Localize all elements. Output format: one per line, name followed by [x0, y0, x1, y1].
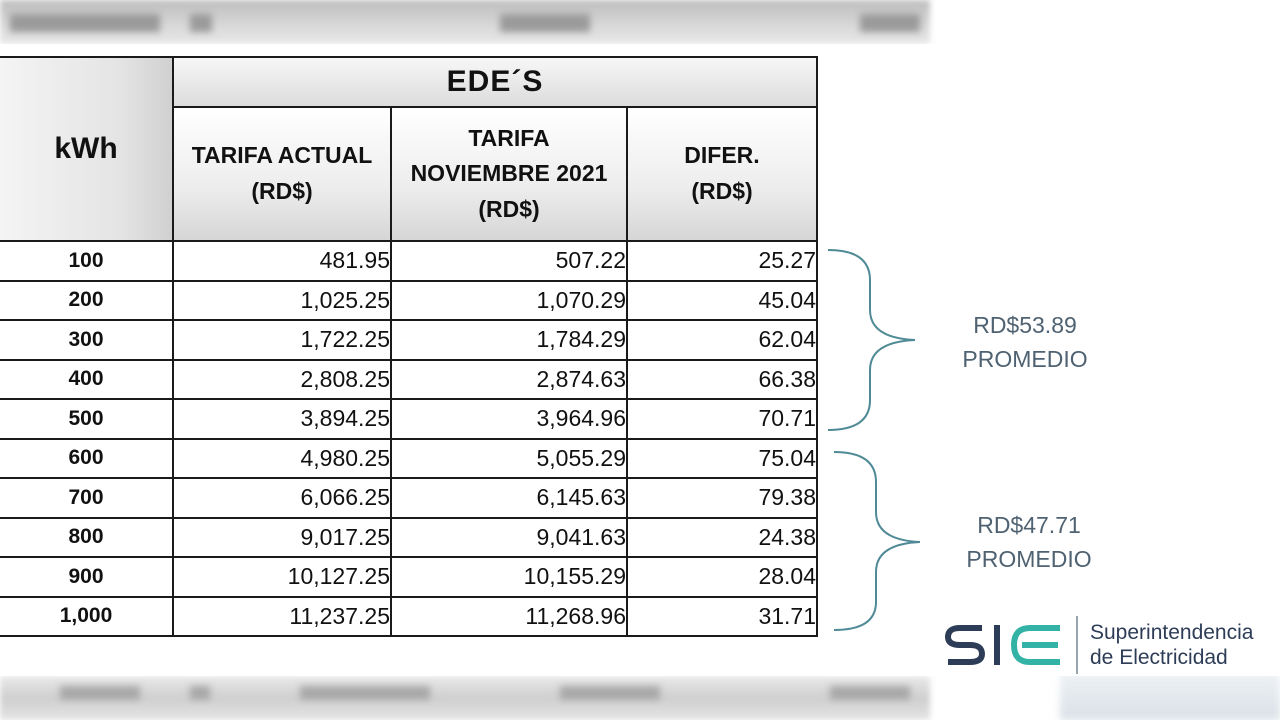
kwh-cell: 400 [0, 358, 174, 400]
table-row: 600 4,980.25 5,055.29 75.04 [0, 437, 818, 479]
average-value: RD$53.89 [973, 312, 1077, 338]
tarifa-actual-cell: 6,066.25 [172, 477, 392, 519]
average-label: PROMEDIO [966, 546, 1092, 572]
logo-text: Superintendencia de Electricidad [1090, 621, 1254, 669]
tarifa-noviembre-cell: 9,041.63 [390, 516, 628, 558]
table-row: 500 3,894.25 3,964.96 70.71 [0, 398, 818, 440]
table-row: 100 481.95 507.22 25.27 [0, 240, 818, 282]
table-row: 700 6,066.25 6,145.63 79.38 [0, 477, 818, 519]
diferencia-cell: 79.38 [626, 477, 818, 519]
col-header-tarifa-noviembre: TARIFA NOVIEMBRE 2021 (RD$) [390, 106, 628, 242]
diferencia-cell: 28.04 [626, 556, 818, 598]
diferencia-cell: 62.04 [626, 319, 818, 361]
edes-group-header: EDE´S [172, 56, 818, 108]
tarifa-noviembre-cell: 1,070.29 [390, 279, 628, 321]
table-row: 800 9,017.25 9,041.63 24.38 [0, 516, 818, 558]
tarifa-noviembre-cell: 5,055.29 [390, 437, 628, 479]
tarifa-noviembre-cell: 3,964.96 [390, 398, 628, 440]
tarifa-actual-cell: 3,894.25 [172, 398, 392, 440]
tarifa-noviembre-cell: 1,784.29 [390, 319, 628, 361]
tarifa-actual-cell: 9,017.25 [172, 516, 392, 558]
table-row: 900 10,127.25 10,155.29 28.04 [0, 556, 818, 598]
diferencia-cell: 45.04 [626, 279, 818, 321]
tarifa-noviembre-cell: 2,874.63 [390, 358, 628, 400]
sie-logo: Superintendencia de Electricidad [944, 614, 1280, 676]
kwh-cell: 500 [0, 398, 174, 440]
kwh-cell: 300 [0, 319, 174, 361]
diferencia-cell: 70.71 [626, 398, 818, 440]
tarifa-noviembre-cell: 11,268.96 [390, 595, 628, 637]
logo-divider [1076, 616, 1078, 674]
tarifa-actual-cell: 10,127.25 [172, 556, 392, 598]
tarifa-actual-cell: 4,980.25 [172, 437, 392, 479]
tarifa-actual-cell: 11,237.25 [172, 595, 392, 637]
kwh-cell: 900 [0, 556, 174, 598]
average-value: RD$47.71 [977, 512, 1081, 538]
table-row: 400 2,808.25 2,874.63 66.38 [0, 358, 818, 400]
table-row: 300 1,722.25 1,784.29 62.04 [0, 319, 818, 361]
sie-logo-mark-icon [944, 625, 1060, 665]
table-row: 1,000 11,237.25 11,268.96 31.71 [0, 595, 818, 637]
kwh-cell: 200 [0, 279, 174, 321]
tarifa-actual-cell: 1,722.25 [172, 319, 392, 361]
brace-lower [833, 451, 921, 631]
diferencia-cell: 66.38 [626, 358, 818, 400]
diferencia-cell: 24.38 [626, 516, 818, 558]
tariff-table: kWh EDE´S TARIFA ACTUAL (RD$) TARIFA NOV… [0, 56, 818, 637]
col-header-diferencia: DIFER. (RD$) [626, 106, 818, 242]
col-header-tarifa-actual: TARIFA ACTUAL (RD$) [172, 106, 392, 242]
kwh-cell: 700 [0, 477, 174, 519]
grouping-braces [827, 249, 921, 631]
tarifa-actual-cell: 481.95 [172, 240, 392, 282]
average-note-upper: RD$53.89 PROMEDIO [940, 308, 1110, 376]
blurred-background-top [0, 0, 930, 44]
tarifa-actual-cell: 2,808.25 [172, 358, 392, 400]
kwh-cell: 800 [0, 516, 174, 558]
tarifa-noviembre-cell: 6,145.63 [390, 477, 628, 519]
blurred-background-bottom [0, 676, 930, 720]
tarifa-noviembre-cell: 10,155.29 [390, 556, 628, 598]
diferencia-cell: 31.71 [626, 595, 818, 637]
tarifa-noviembre-cell: 507.22 [390, 240, 628, 282]
kwh-cell: 100 [0, 240, 174, 282]
diferencia-cell: 75.04 [626, 437, 818, 479]
kwh-cell: 1,000 [0, 595, 174, 637]
kwh-cell: 600 [0, 437, 174, 479]
tarifa-actual-cell: 1,025.25 [172, 279, 392, 321]
brace-upper [827, 249, 916, 431]
blurred-background-right [1060, 672, 1280, 720]
average-note-lower: RD$47.71 PROMEDIO [944, 508, 1114, 576]
kwh-header: kWh [0, 56, 174, 242]
average-label: PROMEDIO [962, 346, 1088, 372]
table-row: 200 1,025.25 1,070.29 45.04 [0, 279, 818, 321]
diferencia-cell: 25.27 [626, 240, 818, 282]
